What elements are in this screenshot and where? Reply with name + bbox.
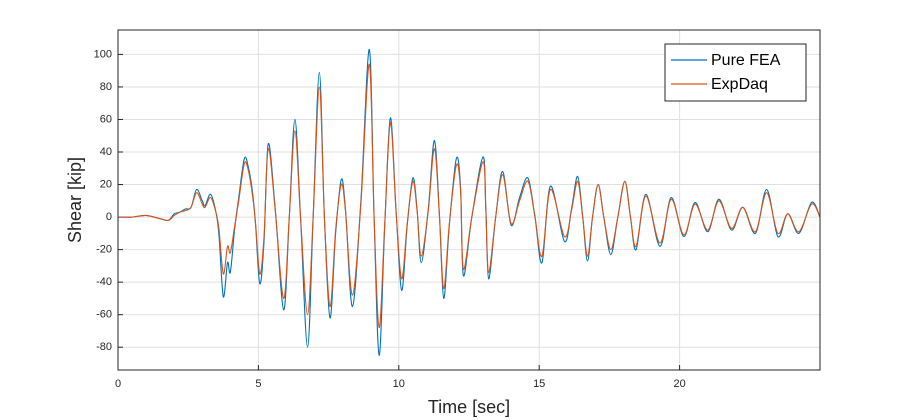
y-tick-label: 60 [100, 113, 112, 125]
plot-frame [117, 29, 821, 371]
x-tick-label: 10 [393, 378, 405, 390]
x-axis-label: Time [sec] [428, 397, 510, 417]
y-tick-label: -80 [96, 341, 112, 353]
y-tick-label: -60 [96, 309, 112, 321]
y-tick-label: 0 [106, 211, 112, 223]
y-tick-label: 100 [94, 48, 112, 60]
x-tick-label: 20 [673, 378, 685, 390]
legend-label: ExpDaq [711, 76, 768, 93]
legend-label: Pure FEA [711, 52, 781, 69]
y-tick-label: -20 [96, 244, 112, 256]
legend: Pure FEA ExpDaq [664, 43, 807, 102]
plot-lines [117, 48, 821, 356]
x-tick-label: 15 [533, 378, 545, 390]
series-line [117, 63, 821, 329]
x-tick-label: 0 [115, 378, 121, 390]
y-tick-label: -40 [96, 276, 112, 288]
y-tick-label: 20 [100, 178, 112, 190]
legend-box [664, 43, 807, 102]
x-tick-label: 5 [255, 378, 261, 390]
y-tick-label: 80 [100, 81, 112, 93]
y-axis-label: Shear [kip] [65, 157, 85, 243]
y-tick-label: 40 [100, 146, 112, 158]
